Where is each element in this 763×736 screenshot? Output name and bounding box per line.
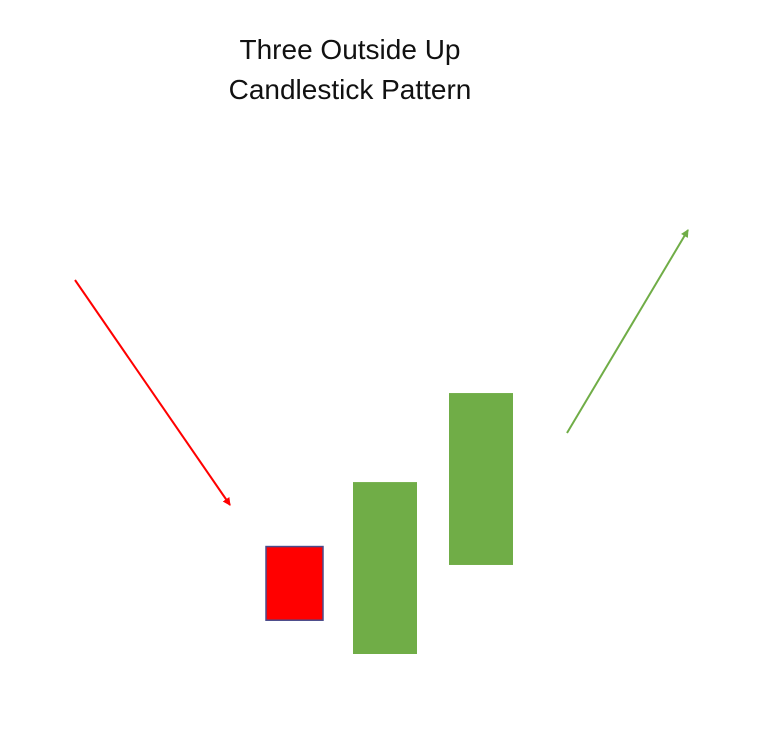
downtrend-arrow [74, 279, 231, 506]
bullish-candle-3 [449, 393, 513, 565]
candles-group [265, 393, 513, 654]
diagram-title: Three Outside Up Candlestick Pattern [0, 30, 700, 110]
title-line-2: Candlestick Pattern [228, 74, 472, 105]
bearish-candle-1 [265, 545, 324, 621]
bullish-candle-2 [353, 482, 417, 654]
uptrend-arrow [566, 229, 689, 434]
title-line-1: Three Outside Up [239, 34, 461, 65]
